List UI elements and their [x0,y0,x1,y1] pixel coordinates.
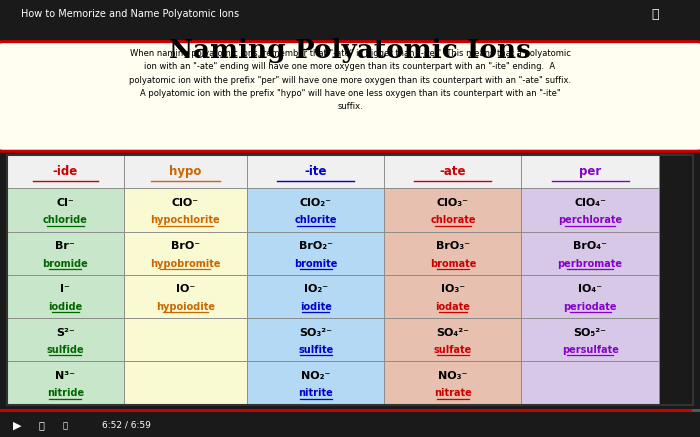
Text: periodate: periodate [564,302,617,312]
Text: chlorate: chlorate [430,215,475,225]
FancyBboxPatch shape [0,409,700,412]
Text: IO⁻: IO⁻ [176,284,195,295]
FancyBboxPatch shape [7,155,124,188]
Text: ClO⁻: ClO⁻ [172,198,199,208]
Text: iodate: iodate [435,302,470,312]
Text: S²⁻: S²⁻ [56,328,75,338]
Text: BrO₃⁻: BrO₃⁻ [436,241,470,251]
Text: NO₂⁻: NO₂⁻ [301,371,330,381]
FancyBboxPatch shape [384,232,522,275]
FancyBboxPatch shape [124,155,247,188]
Text: sulfate: sulfate [434,345,472,355]
Text: -ite: -ite [304,165,327,178]
Text: ⏱: ⏱ [651,8,659,21]
Text: nitrate: nitrate [434,388,472,398]
Text: I⁻: I⁻ [60,284,70,295]
Text: iodide: iodide [48,302,83,312]
Text: ClO₄⁻: ClO₄⁻ [574,198,606,208]
FancyBboxPatch shape [522,318,659,361]
FancyBboxPatch shape [7,361,124,405]
Text: SO₃²⁻: SO₃²⁻ [299,328,332,338]
Text: NO₃⁻: NO₃⁻ [438,371,468,381]
FancyBboxPatch shape [522,188,659,232]
Text: -ide: -ide [52,165,78,178]
FancyBboxPatch shape [7,232,124,275]
FancyBboxPatch shape [124,275,247,318]
Text: bromite: bromite [294,259,337,269]
Text: perbromate: perbromate [558,259,622,269]
FancyBboxPatch shape [7,318,124,361]
Text: BrO₂⁻: BrO₂⁻ [299,241,332,251]
FancyBboxPatch shape [7,188,124,232]
FancyBboxPatch shape [124,361,247,405]
FancyBboxPatch shape [247,275,384,318]
Text: nitrite: nitrite [298,388,333,398]
Text: 🔊: 🔊 [63,421,68,430]
Text: ⏭: ⏭ [38,420,44,430]
Text: hypo: hypo [169,165,202,178]
FancyBboxPatch shape [247,232,384,275]
Text: hypoiodite: hypoiodite [156,302,215,312]
FancyBboxPatch shape [522,361,659,405]
Text: N³⁻: N³⁻ [55,371,76,381]
Text: SO₄²⁻: SO₄²⁻ [436,328,470,338]
FancyBboxPatch shape [247,318,384,361]
Text: Br⁻: Br⁻ [55,241,75,251]
Text: 6:52 / 6:59: 6:52 / 6:59 [102,421,150,430]
FancyBboxPatch shape [0,42,700,151]
Text: Cl⁻: Cl⁻ [57,198,74,208]
Text: BrO⁻: BrO⁻ [171,241,200,251]
Text: bromide: bromide [43,259,88,269]
FancyBboxPatch shape [522,232,659,275]
Text: nitride: nitride [47,388,84,398]
FancyBboxPatch shape [247,361,384,405]
Text: SO₅²⁻: SO₅²⁻ [573,328,607,338]
Text: perchlorate: perchlorate [558,215,622,225]
Text: Naming Polyatomic Ions: Naming Polyatomic Ions [169,38,531,63]
Text: chlorite: chlorite [295,215,337,225]
Text: ClO₂⁻: ClO₂⁻ [300,198,332,208]
FancyBboxPatch shape [0,409,692,412]
Text: bromate: bromate [430,259,476,269]
Text: IO₂⁻: IO₂⁻ [304,284,328,295]
Text: BrO₄⁻: BrO₄⁻ [573,241,607,251]
FancyBboxPatch shape [247,188,384,232]
FancyBboxPatch shape [247,155,384,188]
FancyBboxPatch shape [384,155,522,188]
Text: ▶: ▶ [13,420,21,430]
FancyBboxPatch shape [522,155,659,188]
FancyBboxPatch shape [384,275,522,318]
Text: -ate: -ate [440,165,466,178]
Text: How to Memorize and Name Polyatomic Ions: How to Memorize and Name Polyatomic Ions [21,9,239,19]
FancyBboxPatch shape [384,188,522,232]
Text: per: per [579,165,601,178]
Text: hypochlorite: hypochlorite [150,215,220,225]
Text: persulfate: persulfate [561,345,619,355]
Text: ClO₃⁻: ClO₃⁻ [437,198,469,208]
FancyBboxPatch shape [384,318,522,361]
FancyBboxPatch shape [522,275,659,318]
Text: IO₄⁻: IO₄⁻ [578,284,602,295]
FancyBboxPatch shape [124,318,247,361]
Text: sulfite: sulfite [298,345,333,355]
Text: When naming polyatomic ions, remember that "-ate" is bigger than "-ite."  This m: When naming polyatomic ions, remember th… [129,49,571,111]
FancyBboxPatch shape [384,361,522,405]
Text: iodite: iodite [300,302,332,312]
FancyBboxPatch shape [124,188,247,232]
Text: sulfide: sulfide [46,345,84,355]
Text: IO₃⁻: IO₃⁻ [441,284,465,295]
FancyBboxPatch shape [124,232,247,275]
FancyBboxPatch shape [7,275,124,318]
Text: chloride: chloride [43,215,88,225]
Text: hypobromite: hypobromite [150,259,220,269]
